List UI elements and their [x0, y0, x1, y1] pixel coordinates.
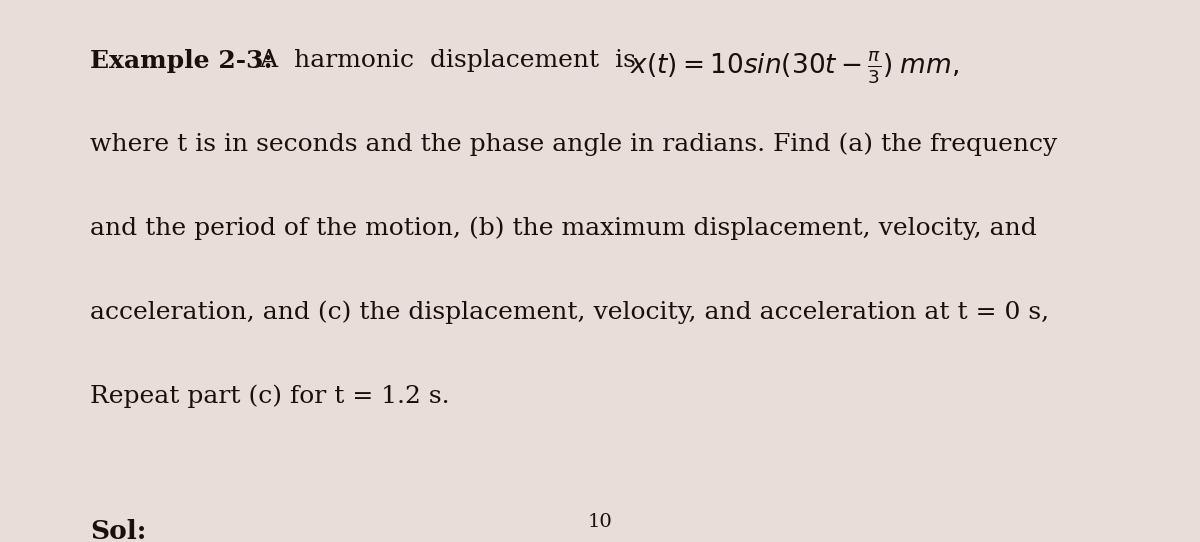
Text: acceleration, and (c) the displacement, velocity, and acceleration at t = 0 s,: acceleration, and (c) the displacement, … — [90, 301, 1049, 324]
Text: and the period of the motion, (b) the maximum displacement, velocity, and: and the period of the motion, (b) the ma… — [90, 217, 1037, 240]
Text: Sol:: Sol: — [90, 519, 146, 542]
Text: A  harmonic  displacement  is: A harmonic displacement is — [252, 49, 652, 72]
Text: Example 2-3:: Example 2-3: — [90, 49, 272, 73]
Text: $x(t) = 10\mathit{sin}(30t-\frac{\pi}{3})\;mm,$: $x(t) = 10\mathit{sin}(30t-\frac{\pi}{3}… — [630, 49, 959, 86]
Text: Repeat part (c) for t = 1.2 s.: Repeat part (c) for t = 1.2 s. — [90, 385, 450, 408]
Text: where t is in seconds and the phase angle in radians. Find (a) the frequency: where t is in seconds and the phase angl… — [90, 133, 1057, 156]
Text: 10: 10 — [588, 513, 612, 531]
